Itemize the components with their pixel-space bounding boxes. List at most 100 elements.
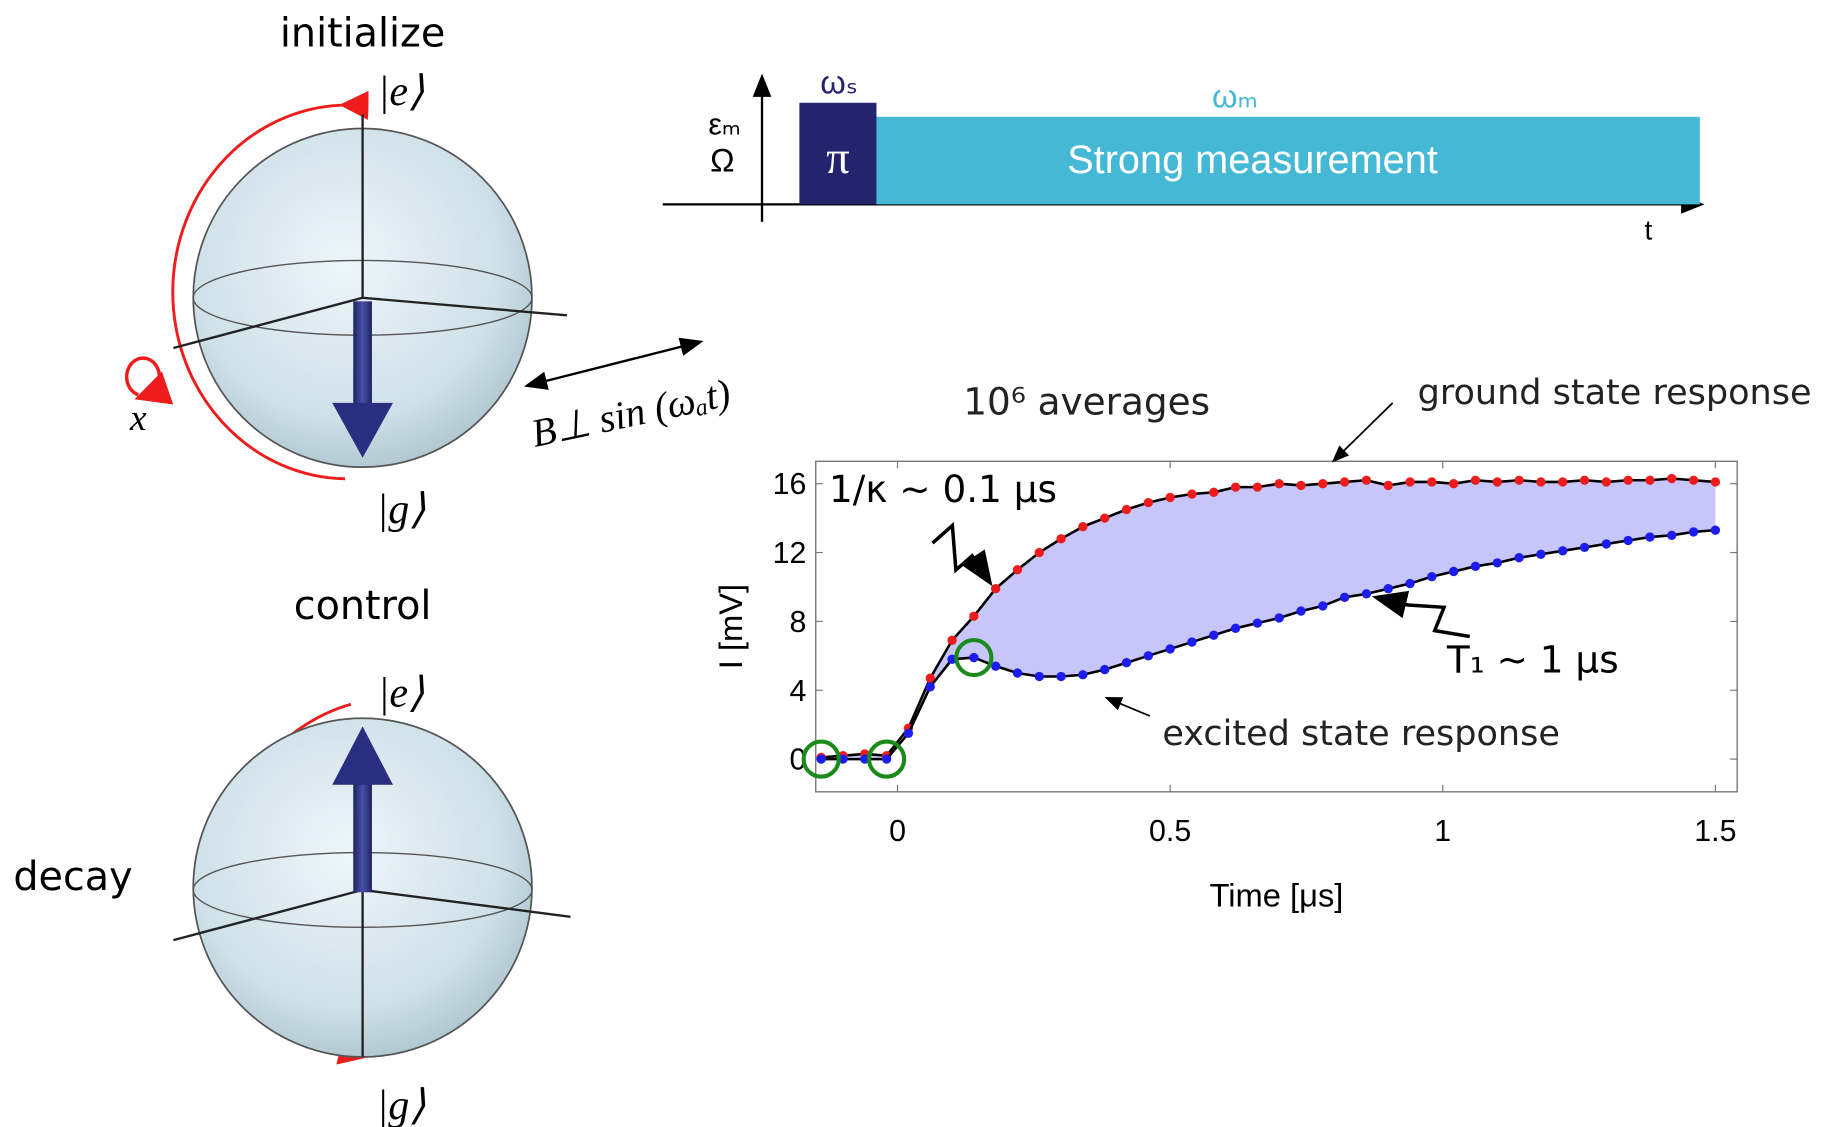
x-tick-label: 1.5 <box>1694 815 1736 848</box>
data-point <box>1427 477 1436 486</box>
data-point <box>1536 477 1545 486</box>
data-point <box>1078 670 1087 679</box>
data-point <box>817 754 826 763</box>
data-point <box>1013 565 1022 574</box>
data-point <box>1580 476 1589 485</box>
data-point <box>1667 531 1676 540</box>
pointer-arrow <box>1108 698 1150 716</box>
data-point <box>1056 672 1065 681</box>
data-point <box>1405 477 1414 486</box>
data-point <box>1362 476 1371 485</box>
state-arrow <box>353 301 372 406</box>
data-point <box>1275 613 1284 622</box>
data-point <box>1122 658 1131 667</box>
data-point <box>1231 482 1240 491</box>
data-point <box>882 754 891 763</box>
data-point <box>1493 558 1502 567</box>
data-point <box>1340 477 1349 486</box>
data-point <box>1384 584 1393 593</box>
data-point <box>1667 474 1676 483</box>
page: initialize |e⟩ |g⟩ x B⊥ sin (ωₐt) contro… <box>0 0 1823 1127</box>
data-point <box>969 653 978 662</box>
data-point <box>1449 479 1458 488</box>
title: initialize <box>280 11 445 57</box>
ket-e: |e⟩ <box>378 69 425 115</box>
measure-frequency: ωₘ <box>1212 77 1258 114</box>
data-point <box>1558 477 1567 486</box>
series-name: ground state response <box>1418 372 1812 413</box>
data-point <box>1122 505 1131 514</box>
zigzag-arrow <box>1379 598 1470 637</box>
data-point <box>1602 539 1611 548</box>
pointer-arrow <box>1334 403 1392 460</box>
data-point <box>1318 479 1327 488</box>
data-point <box>1078 522 1087 531</box>
data-point <box>1405 579 1414 588</box>
amplitude-label: Ω <box>710 142 734 179</box>
rotation-icon <box>127 358 160 395</box>
data-point <box>1471 476 1480 485</box>
data-point <box>1035 548 1044 557</box>
data-point <box>1536 550 1545 559</box>
data-point <box>1100 665 1109 674</box>
ket-e: |e⟩ <box>378 671 425 717</box>
data-point <box>1493 477 1502 486</box>
x-tick-label: 0.5 <box>1149 815 1191 848</box>
data-point <box>1514 476 1523 485</box>
bloch-sphere-top: initialize |e⟩ |g⟩ x B⊥ sin (ωₐt) <box>127 11 735 533</box>
data-point <box>1471 562 1480 571</box>
data-point <box>1187 637 1196 646</box>
data-point <box>1602 477 1611 486</box>
data-point <box>1580 543 1589 552</box>
data-point <box>1296 481 1305 490</box>
annotation: 1/κ ~ 0.1 μs <box>829 467 1057 511</box>
y-tick-label: 8 <box>790 606 807 639</box>
y-tick-label: 16 <box>773 468 807 501</box>
data-point <box>1231 624 1240 633</box>
x-axis-label: Time [μs] <box>1210 876 1344 913</box>
data-point <box>1013 668 1022 677</box>
data-point <box>1689 527 1698 536</box>
data-point <box>1253 482 1262 491</box>
drive-arrow <box>528 342 699 385</box>
data-point <box>1296 606 1305 615</box>
data-point <box>1144 498 1153 507</box>
data-point <box>1318 601 1327 610</box>
annotation: T₁ ~ 1 μs <box>1446 638 1619 682</box>
data-point <box>1144 651 1153 660</box>
y-tick-label: 4 <box>790 675 807 708</box>
data-point <box>1275 479 1284 488</box>
amplitude-label: εₘ <box>708 108 740 141</box>
time-label: t <box>1645 214 1653 245</box>
data-point <box>1187 489 1196 498</box>
series-name: excited state response <box>1162 713 1560 754</box>
data-point <box>1209 488 1218 497</box>
data-point <box>1100 513 1109 522</box>
data-point <box>969 612 978 621</box>
data-point <box>947 636 956 645</box>
data-point <box>1340 593 1349 602</box>
data-point <box>1711 477 1720 486</box>
data-point <box>1623 536 1632 545</box>
data-point <box>1056 534 1065 543</box>
data-point <box>1384 481 1393 490</box>
data-point <box>1035 672 1044 681</box>
ket-g: |g⟩ <box>377 487 426 533</box>
data-point <box>1689 476 1698 485</box>
data-point <box>1165 644 1174 653</box>
x-tick-label: 1 <box>1434 815 1451 848</box>
data-point <box>1514 553 1523 562</box>
data-point <box>991 584 1000 593</box>
y-axis-label: I [mV] <box>712 584 749 669</box>
pulse-sequence: π Strong measurement ωₛ ωₘ εₘ Ω t <box>663 63 1700 245</box>
axis-label: x <box>129 398 147 439</box>
figure: initialize |e⟩ |g⟩ x B⊥ sin (ωₐt) contro… <box>0 0 1823 1127</box>
data-point <box>1253 618 1262 627</box>
side-label: decay <box>13 854 132 900</box>
data-point <box>1449 567 1458 576</box>
drive-frequency: ωₛ <box>820 63 858 100</box>
data-point <box>1558 546 1567 555</box>
title: control <box>294 583 432 629</box>
data-point <box>1165 493 1174 502</box>
